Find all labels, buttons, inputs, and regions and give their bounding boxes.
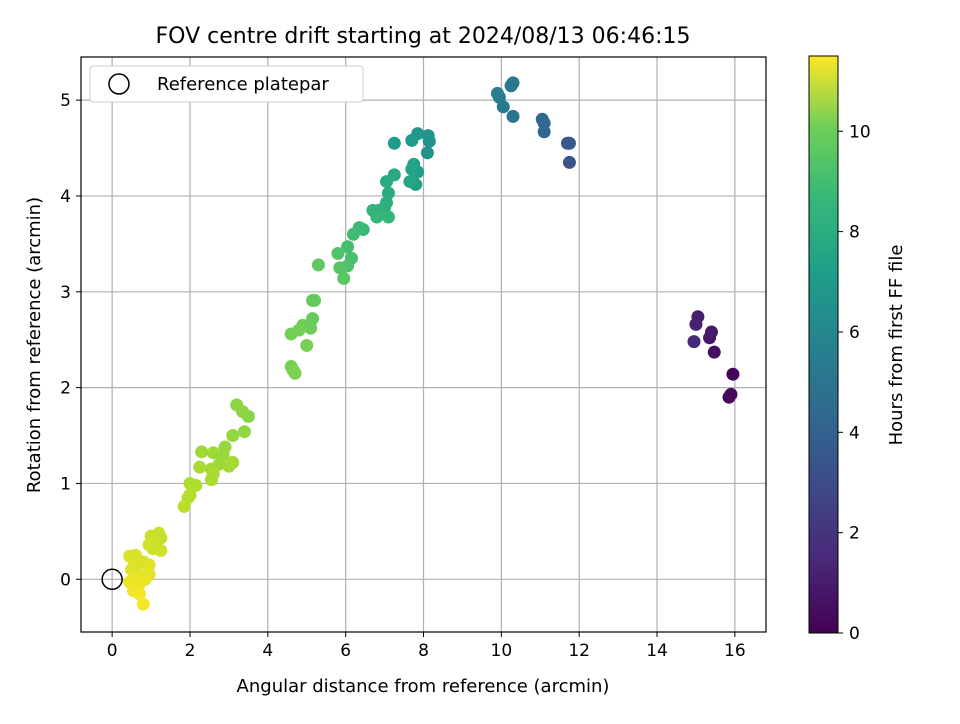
data-point (535, 112, 549, 126)
data-point (333, 261, 347, 275)
data-point (288, 366, 302, 380)
y-axis-ticks: 0 1 2 3 4 5 (60, 91, 81, 590)
data-point (136, 597, 150, 611)
data-point (206, 446, 220, 460)
x-axis-label: Angular distance from reference (arcmin) (237, 676, 610, 697)
colorbar-ticks: 0 2 4 6 8 10 (838, 122, 871, 644)
data-point (204, 473, 218, 487)
data-point (387, 136, 401, 150)
colorbar-tick-label: 4 (849, 423, 860, 443)
legend-box (89, 65, 364, 103)
data-point (403, 175, 417, 189)
data-point (705, 325, 719, 339)
colorbar-gradient (808, 55, 839, 634)
data-point (707, 345, 721, 359)
y-tick-label: 3 (60, 283, 71, 303)
data-point (331, 246, 345, 260)
data-point (506, 109, 520, 123)
colorbar-tick-label: 0 (849, 624, 860, 644)
data-point (226, 429, 240, 443)
data-point (341, 240, 355, 254)
data-point (193, 460, 207, 474)
x-tick-label: 10 (491, 641, 513, 661)
data-point (142, 558, 156, 572)
x-tick-label: 6 (340, 641, 351, 661)
data-point (421, 129, 435, 143)
data-point (230, 398, 244, 412)
data-point (687, 335, 701, 349)
data-point (195, 445, 209, 459)
data-point (689, 317, 703, 331)
data-point (381, 210, 395, 224)
data-point (380, 175, 394, 189)
y-tick-label: 1 (60, 474, 71, 494)
data-point (562, 155, 576, 169)
data-point (405, 162, 419, 176)
y-tick-label: 5 (60, 91, 71, 111)
data-point (306, 293, 320, 307)
data-point (506, 76, 520, 90)
x-tick-label: 16 (724, 641, 746, 661)
x-tick-label: 2 (185, 641, 196, 661)
data-point (420, 146, 434, 160)
y-tick-label: 0 (60, 570, 71, 590)
y-tick-label: 2 (60, 379, 71, 399)
reference-platepar-marker (101, 568, 123, 591)
x-tick-label: 8 (418, 641, 429, 661)
colorbar-tick-label: 2 (849, 524, 860, 544)
legend-marker-reference (108, 73, 130, 95)
data-point (311, 258, 325, 272)
data-point (370, 210, 384, 224)
colorbar-tick-label: 8 (849, 223, 860, 243)
colorbar: 0 2 4 6 8 10 Hours from first FF file (808, 55, 907, 644)
legend-entry-reference: Reference platepar (157, 74, 329, 95)
data-point (226, 455, 240, 469)
y-tick-label: 4 (60, 187, 71, 207)
reference-marker-layer (101, 568, 123, 591)
data-point (724, 387, 738, 401)
data-point (130, 557, 144, 571)
data-point (300, 338, 314, 352)
data-point (284, 327, 298, 341)
data-point (562, 136, 576, 150)
data-point (132, 587, 146, 601)
data-point (237, 425, 251, 439)
data-points (123, 76, 740, 611)
x-axis-ticks: 0 2 4 6 8 10 12 14 16 (107, 632, 746, 661)
chart-title: FOV centre drift starting at 2024/08/13 … (156, 24, 691, 49)
colorbar-label: Hours from first FF file (886, 245, 907, 446)
data-point (142, 538, 156, 552)
x-tick-label: 4 (262, 641, 273, 661)
colorbar-tick-label: 10 (849, 122, 871, 142)
data-point (177, 499, 191, 513)
data-point (337, 271, 351, 285)
data-point (183, 476, 197, 490)
x-tick-label: 14 (646, 641, 668, 661)
x-tick-label: 0 (107, 641, 118, 661)
data-point (726, 367, 740, 381)
legend: Reference platepar (89, 65, 364, 103)
data-point (346, 227, 360, 241)
data-point (405, 133, 419, 147)
x-tick-label: 12 (568, 641, 590, 661)
colorbar-tick-label: 6 (849, 323, 860, 343)
data-point (154, 544, 168, 558)
y-axis-label: Rotation from reference (arcmin) (24, 197, 45, 493)
data-point (490, 86, 504, 100)
